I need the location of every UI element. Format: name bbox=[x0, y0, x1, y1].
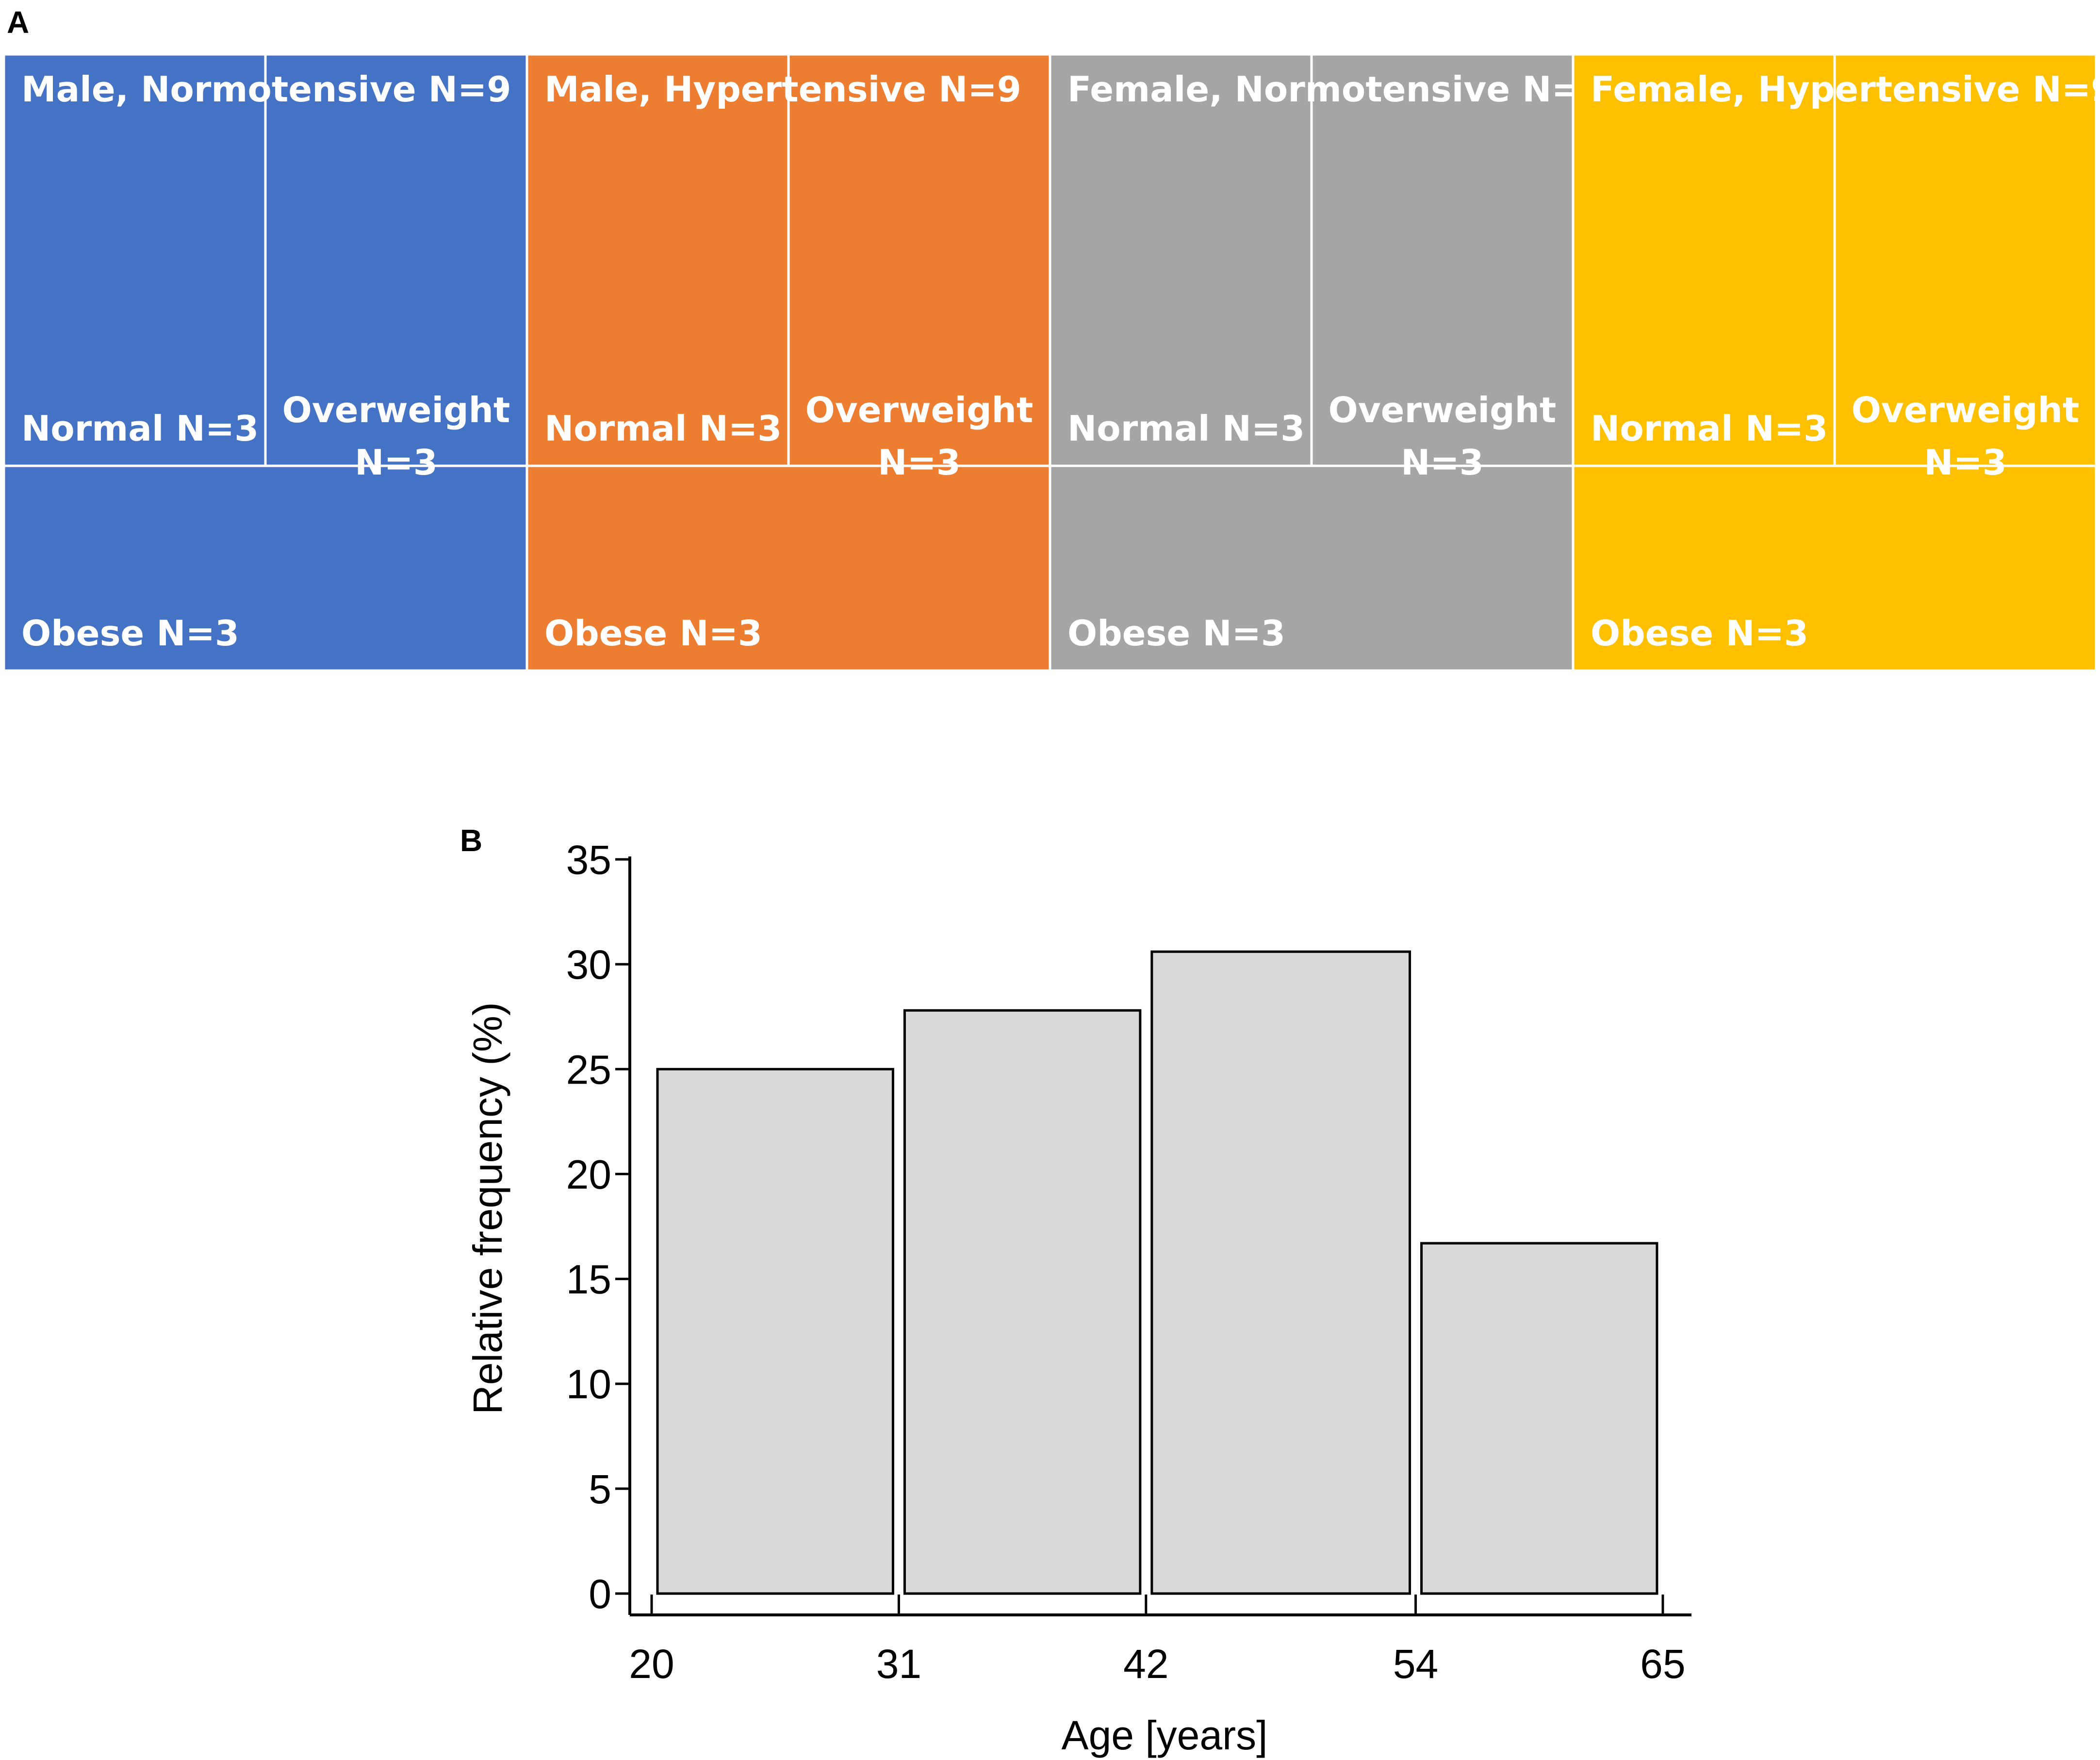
treemap-leaf-label-line: Overweight bbox=[1329, 390, 1557, 430]
treemap-cell bbox=[1833, 53, 2098, 467]
y-axis-tick-label: 35 bbox=[566, 837, 611, 883]
treemap-cell bbox=[264, 53, 528, 467]
treemap-chart: Normal N=3 Overweight N=3 Obese N=3 Male, No… bbox=[2, 53, 2100, 672]
histogram-bar bbox=[1420, 1242, 1658, 1595]
treemap-leaf-label: Normal N=3 bbox=[1591, 408, 1828, 449]
x-axis-tick-label: 20 bbox=[629, 1641, 674, 1687]
treemap-leaf-label-line: Overweight bbox=[282, 390, 510, 430]
treemap-leaf-label: Obese N=3 bbox=[544, 613, 762, 654]
treemap-group-label: Female, Hypertensive N=9 bbox=[1591, 69, 2100, 110]
y-axis-tick-label: 20 bbox=[566, 1151, 611, 1197]
y-axis-tick-label: 0 bbox=[589, 1571, 611, 1617]
treemap-leaf-label-line: N=3 bbox=[1924, 442, 2007, 483]
treemap-leaf-label: Overweight N=3 bbox=[805, 390, 1034, 483]
treemap-group: Normal N=3 Overweight N=3 Obese N=3 Male, No… bbox=[2, 53, 528, 672]
treemap-leaf-label: Normal N=3 bbox=[21, 408, 259, 449]
treemap-leaf-label: Obese N=3 bbox=[1067, 613, 1285, 654]
treemap-leaf-label: Overweight N=3 bbox=[1852, 390, 2080, 483]
y-axis-tick-label: 25 bbox=[566, 1047, 611, 1092]
treemap-leaf-label: Obese N=3 bbox=[1591, 613, 1808, 654]
x-axis-tick-label: 31 bbox=[876, 1641, 921, 1687]
treemap-cell bbox=[1572, 464, 2098, 672]
treemap-cell bbox=[2, 53, 267, 467]
treemap-leaf-label-line: Overweight bbox=[1852, 390, 2080, 430]
treemap-group-label: Male, Hypertensive N=9 bbox=[544, 69, 1021, 110]
treemap-leaf-label-line: Overweight bbox=[805, 390, 1034, 430]
treemap-leaf-label: Normal N=3 bbox=[544, 408, 782, 449]
x-axis-tick-label: 42 bbox=[1123, 1641, 1168, 1687]
treemap-group-label: Male, Normotensive N=9 bbox=[21, 69, 511, 110]
y-axis-tick-label: 15 bbox=[566, 1257, 611, 1302]
histogram-bar bbox=[656, 1068, 894, 1595]
treemap-cell bbox=[1310, 53, 1575, 467]
treemap-cell bbox=[1049, 464, 1575, 672]
panel-b-label: B bbox=[460, 823, 482, 858]
y-axis-title: Relative frequency (%) bbox=[465, 1002, 510, 1415]
treemap-group-label: Female, Normotensive N=9 bbox=[1067, 69, 1605, 110]
treemap-leaf-label: Obese N=3 bbox=[21, 613, 239, 654]
treemap-cell bbox=[525, 53, 790, 467]
treemap-group: Normal N=3 Overweight N=3 Obese N=3 Male, Hy… bbox=[525, 53, 1051, 672]
treemap-cell bbox=[1572, 53, 1836, 467]
histogram-bar bbox=[1150, 950, 1411, 1595]
x-axis-tick-label: 54 bbox=[1393, 1641, 1438, 1687]
treemap-leaf-label-line: N=3 bbox=[1401, 442, 1484, 483]
treemap-leaf-label-line: N=3 bbox=[878, 442, 961, 483]
histogram-chart: 0 5 10 15 20 25 30 35 20 31 42 54 65 Age [years] Relat… bbox=[465, 837, 1691, 1758]
treemap-leaf-label-line: N=3 bbox=[355, 442, 438, 483]
y-axis-tick-label: 30 bbox=[566, 942, 611, 987]
panel-a-label: A bbox=[7, 5, 29, 40]
treemap-leaf-label: Overweight N=3 bbox=[282, 390, 510, 483]
treemap-leaf-label: Overweight N=3 bbox=[1329, 390, 1557, 483]
histogram-bar bbox=[903, 1009, 1142, 1595]
x-axis-tick-label: 65 bbox=[1640, 1641, 1685, 1687]
treemap-cell bbox=[525, 464, 1051, 672]
treemap-group: Normal N=3 Overweight N=3 Obese N=3 Female, … bbox=[1049, 53, 1605, 672]
treemap-leaf-label: Normal N=3 bbox=[1067, 408, 1305, 449]
treemap-cell bbox=[1049, 53, 1313, 467]
y-axis-tick-label: 5 bbox=[589, 1466, 611, 1512]
treemap-cell bbox=[787, 53, 1051, 467]
x-axis-title: Age [years] bbox=[1062, 1712, 1268, 1758]
treemap-group: Normal N=3 Overweight N=3 Obese N=3 Female, … bbox=[1572, 53, 2100, 672]
y-axis-tick-label: 10 bbox=[566, 1362, 611, 1407]
treemap-cell bbox=[2, 464, 528, 672]
